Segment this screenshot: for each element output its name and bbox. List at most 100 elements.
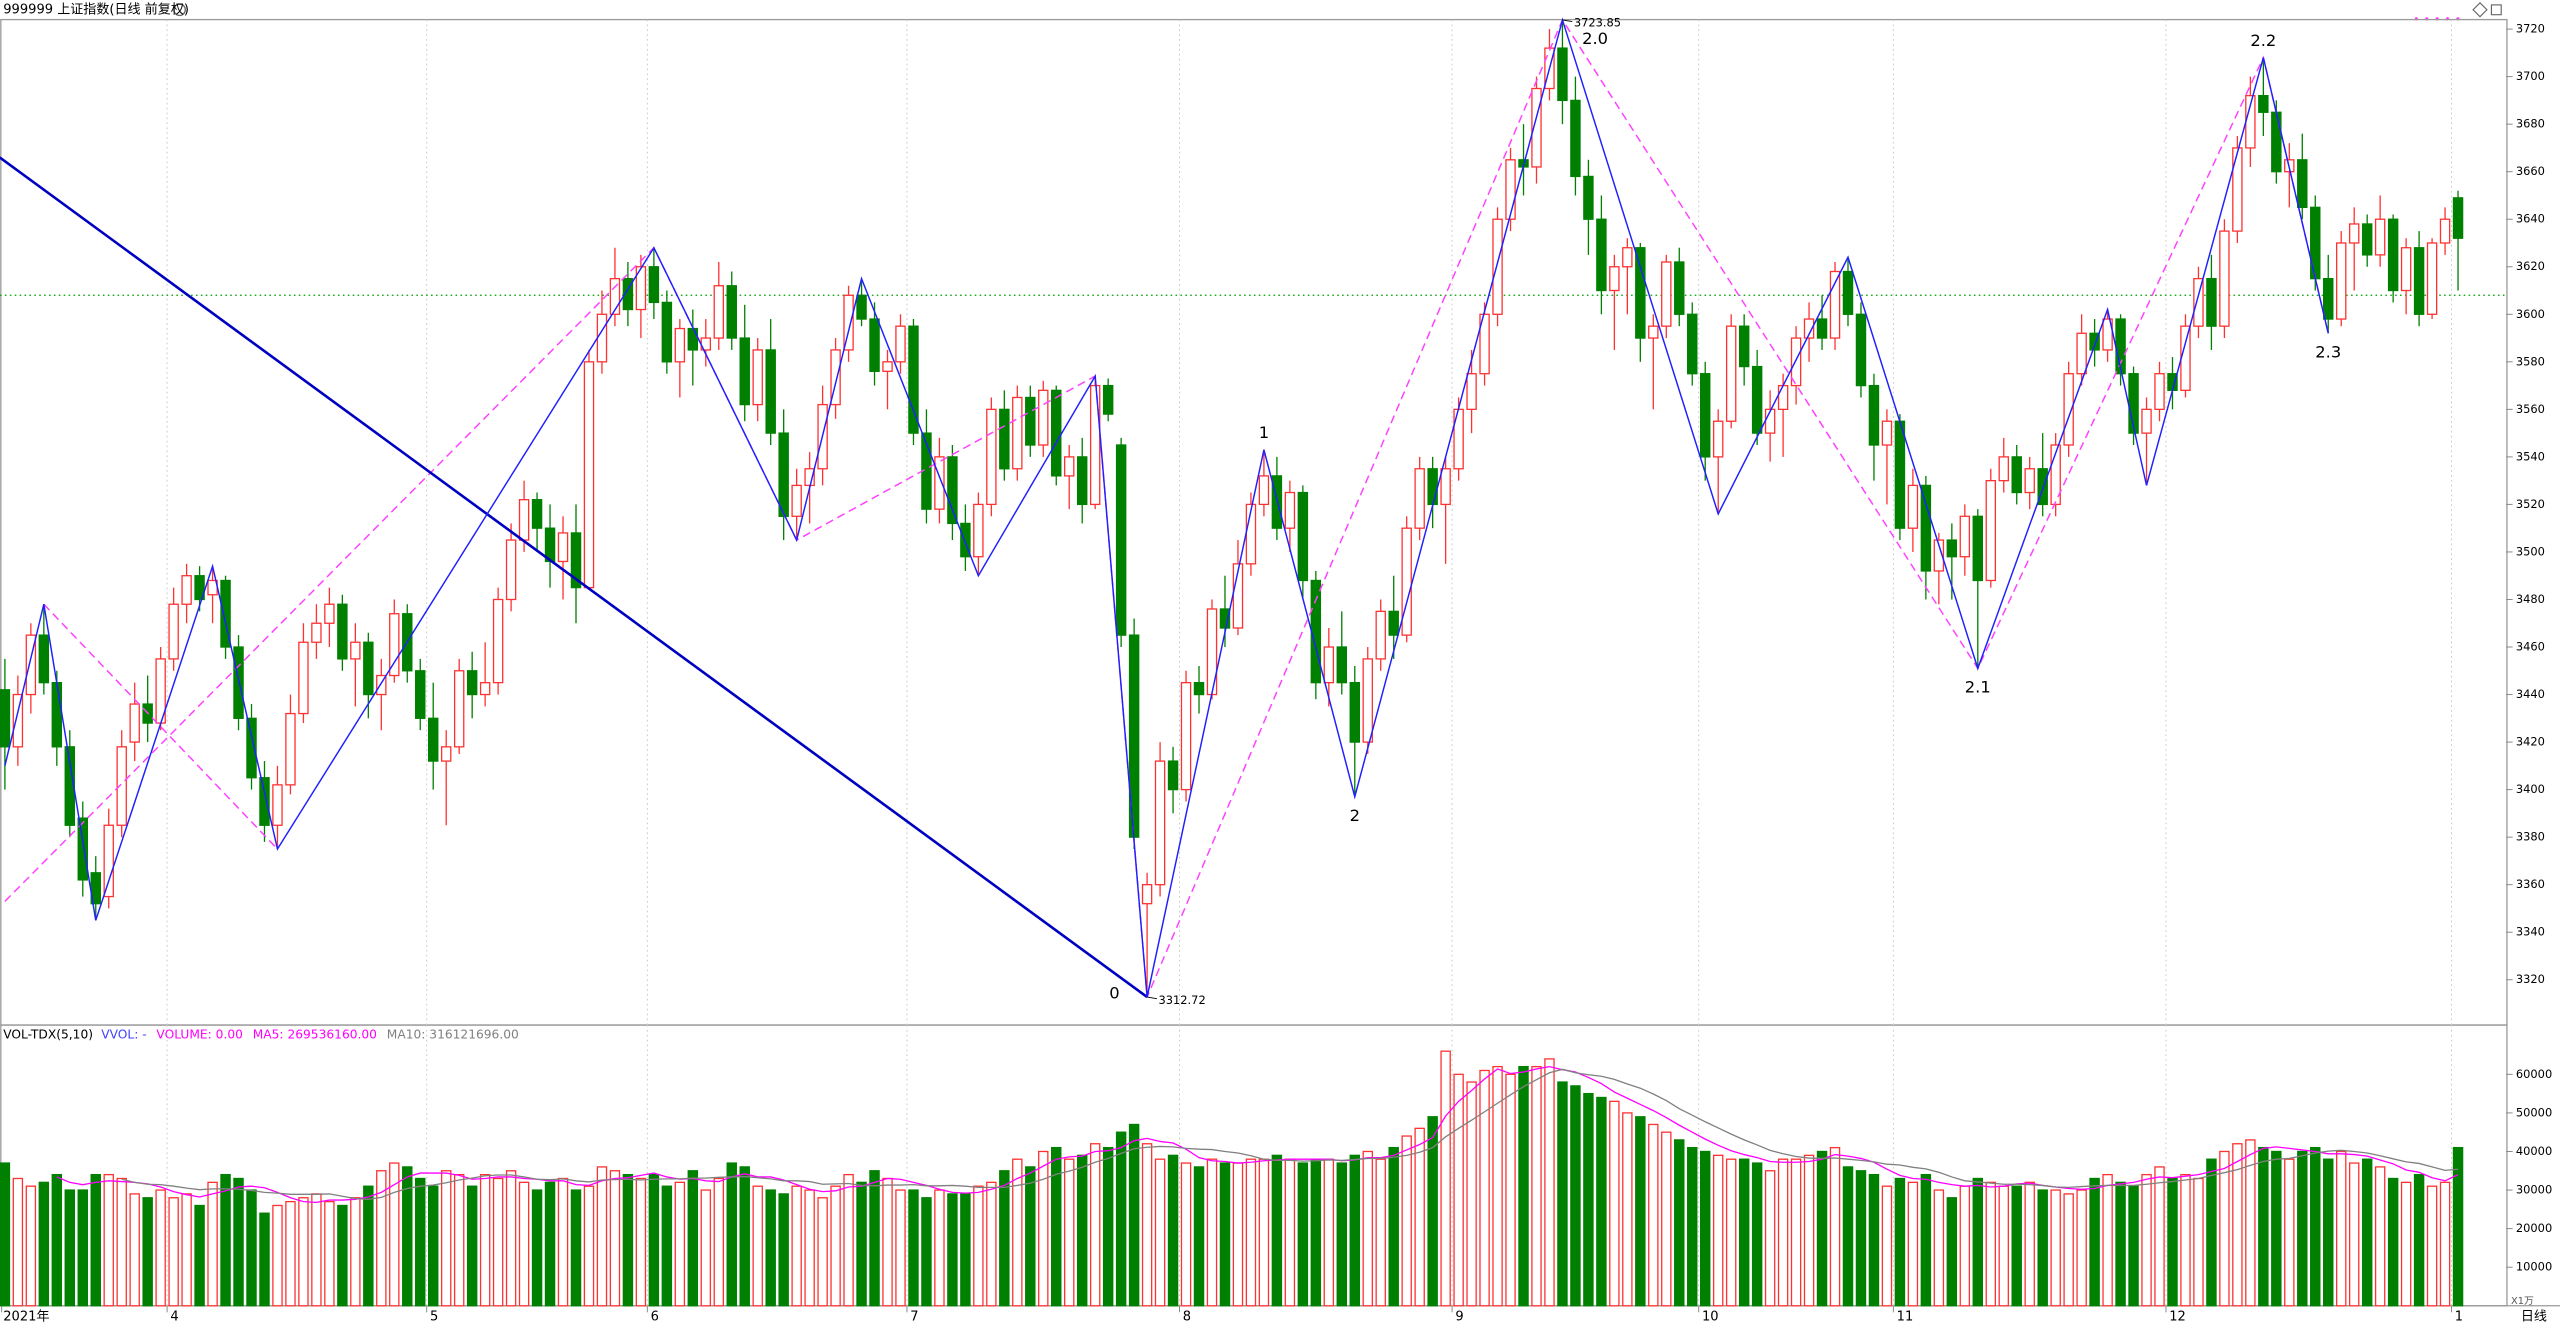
candle-body — [2154, 373, 2165, 411]
candle-body — [337, 603, 348, 660]
candle-body — [2297, 159, 2308, 208]
candle-body — [1466, 373, 1477, 411]
volume-bar — [882, 1177, 893, 1307]
volume-bar — [1972, 1177, 1984, 1307]
candle-body — [2323, 277, 2334, 320]
candle-body — [1920, 484, 1932, 572]
volume-bar — [376, 1170, 387, 1307]
candle-body — [765, 349, 776, 434]
volume-legend: VVOL: - — [101, 1027, 146, 1041]
volume-bar — [895, 1189, 906, 1307]
volume-bar — [999, 1170, 1010, 1307]
volume-bar — [2063, 1193, 2074, 1307]
volume-y-tick-label: 20000 — [2516, 1221, 2552, 1235]
candle-body — [1583, 175, 1594, 220]
candle-body — [453, 670, 465, 748]
candle-body — [1531, 87, 1542, 168]
volume-bar — [1998, 1185, 2009, 1307]
volume-bar — [350, 1197, 361, 1307]
volume-bar — [726, 1162, 737, 1307]
volume-bar — [1635, 1116, 1646, 1307]
volume-bar — [1388, 1146, 1399, 1307]
volume-bar — [1544, 1058, 1555, 1307]
volume-bar — [155, 1189, 166, 1307]
volume-bar — [596, 1166, 608, 1307]
candle-body — [1375, 610, 1386, 660]
volume-bar — [1738, 1158, 1750, 1307]
candle-body — [791, 484, 802, 517]
volume-bar — [285, 1200, 296, 1307]
candle-body — [1012, 396, 1023, 470]
volume-bar — [557, 1177, 569, 1307]
volume-bar — [2076, 1189, 2087, 1307]
volume-bar — [843, 1173, 854, 1307]
volume-bar — [1700, 1150, 1711, 1307]
volume-bar — [2361, 1158, 2373, 1307]
volume-bar — [1609, 1100, 1620, 1307]
candle-body — [1803, 318, 1815, 339]
volume-bar — [233, 1177, 244, 1307]
candle-body — [505, 539, 517, 601]
volume-bar — [648, 1173, 660, 1307]
candle-body — [882, 361, 893, 372]
volume-bar — [804, 1189, 815, 1307]
candle-body — [1206, 608, 1218, 696]
volume-bar — [77, 1189, 89, 1307]
candle-body — [1401, 527, 1412, 636]
volume-bar — [1141, 1143, 1153, 1307]
x-tick-label: 12 — [2169, 1310, 2186, 1325]
volume-bar — [1362, 1150, 1373, 1307]
volume-bar — [752, 1185, 763, 1307]
candle-body — [466, 670, 478, 696]
candle-body — [181, 575, 192, 605]
y-tick-label: 3320 — [2516, 972, 2545, 986]
volume-bar — [908, 1189, 919, 1307]
volume-bar — [1453, 1073, 1464, 1307]
volume-bar — [1414, 1127, 1425, 1307]
volume-bar — [1842, 1166, 1854, 1307]
candle-body — [51, 682, 63, 748]
candle-body — [272, 784, 283, 826]
candle-body — [1310, 579, 1322, 684]
volume-bar — [492, 1177, 504, 1307]
candle-body — [1764, 408, 1776, 434]
candle-body — [12, 693, 24, 748]
volume-y-tick-label: 30000 — [2516, 1183, 2552, 1197]
volume-bar — [259, 1212, 270, 1307]
volume-bar — [2154, 1166, 2165, 1307]
candle-body — [1985, 479, 1997, 582]
volume-bar — [2310, 1146, 2321, 1307]
wave-line-dashed — [43, 603, 279, 850]
volume-bar — [142, 1197, 153, 1307]
candle-body — [2089, 332, 2100, 351]
candle-body — [778, 432, 789, 517]
candle-body — [1219, 608, 1231, 629]
volume-bar — [1115, 1131, 1127, 1307]
volume-bar — [986, 1181, 997, 1307]
volume-legend: VOLUME: 0.00 — [156, 1027, 242, 1041]
trend-line — [0, 156, 1148, 999]
candle-body — [752, 349, 763, 406]
settings-icon[interactable] — [173, 3, 186, 17]
candle-body — [2258, 94, 2269, 113]
volume-bar — [635, 1177, 647, 1307]
candle-body — [518, 499, 530, 541]
candle-body — [1180, 682, 1192, 791]
volume-bar — [427, 1185, 439, 1307]
candle-body — [1648, 325, 1659, 339]
candle-body — [2413, 247, 2425, 315]
volume-bar — [1271, 1154, 1283, 1307]
candle-body — [1894, 420, 1906, 529]
volume-bar — [518, 1181, 530, 1307]
candle-body — [350, 641, 361, 660]
volume-bar — [2348, 1162, 2360, 1307]
volume-bar — [2206, 1158, 2217, 1307]
candle-body — [1959, 515, 1971, 558]
toolbar-icon[interactable] — [2472, 2, 2488, 18]
volume-bar — [2102, 1173, 2113, 1307]
candle-body — [1738, 325, 1750, 368]
x-tick-label: 5 — [430, 1310, 438, 1325]
candle-body — [947, 456, 958, 525]
toolbar-icon[interactable] — [2490, 4, 2502, 16]
